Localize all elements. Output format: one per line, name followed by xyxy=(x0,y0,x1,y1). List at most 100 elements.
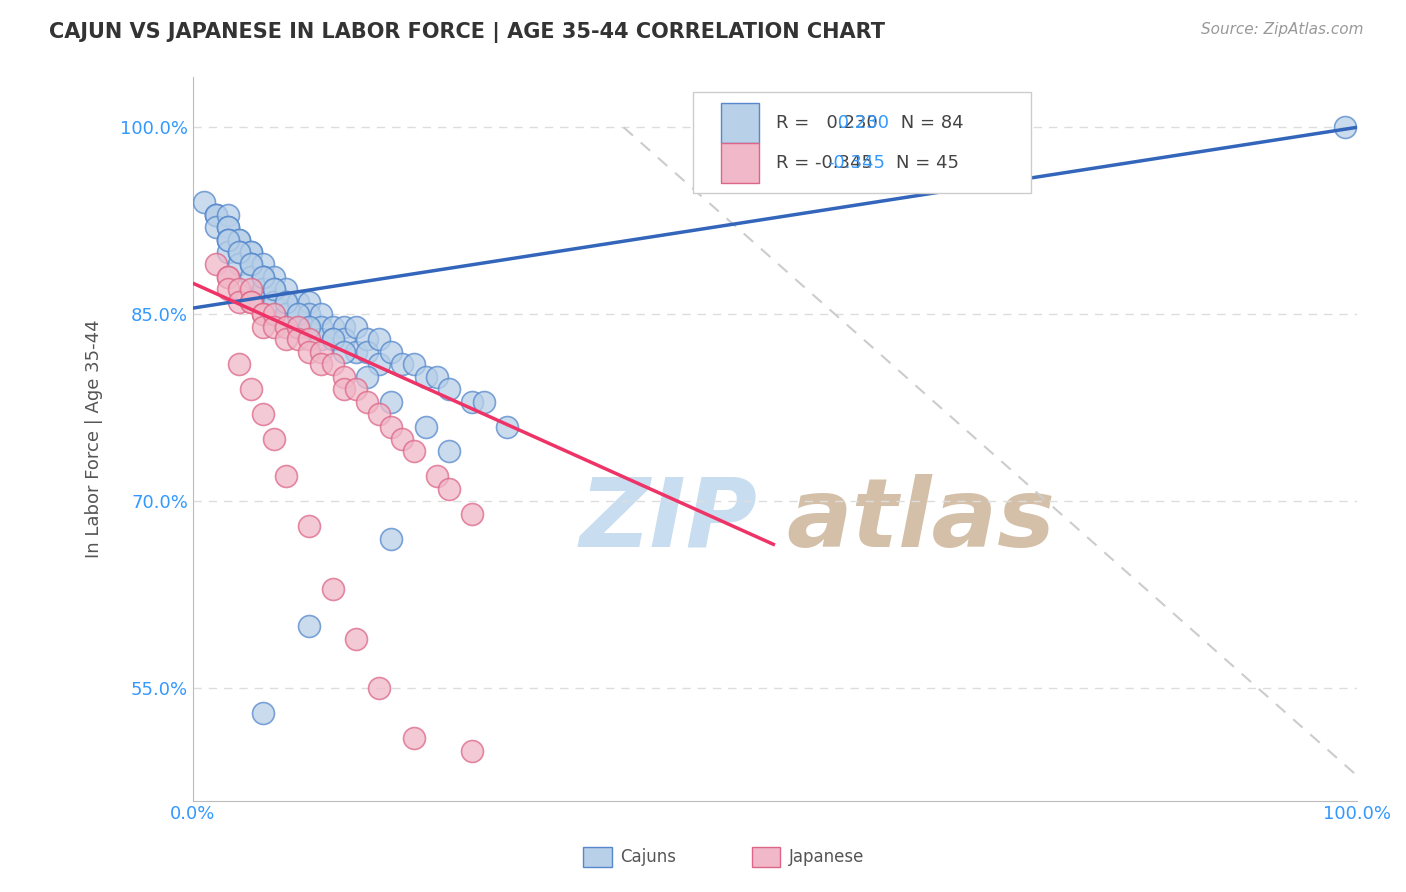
Point xyxy=(252,706,274,721)
Text: -0.345: -0.345 xyxy=(827,153,886,172)
Point xyxy=(240,382,263,396)
Text: R =   0.230    N = 84: R = 0.230 N = 84 xyxy=(776,114,963,132)
Point xyxy=(368,332,391,346)
Point xyxy=(252,319,274,334)
Point xyxy=(298,332,321,346)
Point xyxy=(240,294,263,309)
Point xyxy=(252,269,274,284)
Point xyxy=(368,681,391,696)
Point xyxy=(344,319,367,334)
Point xyxy=(252,282,274,296)
Point xyxy=(298,307,321,321)
FancyBboxPatch shape xyxy=(721,103,759,143)
Point xyxy=(344,382,367,396)
Point xyxy=(274,307,297,321)
Point xyxy=(368,407,391,421)
Point xyxy=(333,382,356,396)
Point xyxy=(298,294,321,309)
Point xyxy=(309,357,332,371)
Point xyxy=(391,432,413,446)
Point xyxy=(205,208,228,222)
Point xyxy=(274,294,297,309)
Point xyxy=(472,394,495,409)
Point xyxy=(228,357,250,371)
Point xyxy=(252,269,274,284)
Point xyxy=(356,394,378,409)
Point xyxy=(263,282,285,296)
Point xyxy=(287,307,309,321)
Point xyxy=(217,269,239,284)
Point xyxy=(309,332,332,346)
Point xyxy=(380,394,402,409)
Text: Japanese: Japanese xyxy=(789,848,865,866)
Point xyxy=(263,294,285,309)
Point xyxy=(274,319,297,334)
Point xyxy=(344,632,367,646)
Point xyxy=(217,208,239,222)
Point xyxy=(263,269,285,284)
Point xyxy=(287,319,309,334)
Point xyxy=(263,294,285,309)
Point xyxy=(298,619,321,633)
Point xyxy=(240,257,263,271)
Point xyxy=(298,319,321,334)
Point xyxy=(368,357,391,371)
Point xyxy=(252,307,274,321)
Point xyxy=(333,319,356,334)
Point xyxy=(298,519,321,533)
Text: R = -0.345    N = 45: R = -0.345 N = 45 xyxy=(776,153,959,172)
Point xyxy=(217,282,239,296)
Point xyxy=(263,432,285,446)
Point xyxy=(205,257,228,271)
Point xyxy=(1334,120,1357,135)
Point xyxy=(496,419,519,434)
Point xyxy=(437,444,460,458)
Point xyxy=(228,233,250,247)
Point xyxy=(322,332,344,346)
Point xyxy=(322,332,344,346)
Y-axis label: In Labor Force | Age 35-44: In Labor Force | Age 35-44 xyxy=(86,319,103,558)
Point xyxy=(217,233,239,247)
Point xyxy=(252,269,274,284)
Text: CAJUN VS JAPANESE IN LABOR FORCE | AGE 35-44 CORRELATION CHART: CAJUN VS JAPANESE IN LABOR FORCE | AGE 3… xyxy=(49,22,886,44)
Point xyxy=(205,208,228,222)
Point xyxy=(344,344,367,359)
Point xyxy=(228,257,250,271)
Point xyxy=(228,245,250,260)
Point xyxy=(263,282,285,296)
Point xyxy=(309,344,332,359)
Point xyxy=(274,332,297,346)
Point xyxy=(240,245,263,260)
Point xyxy=(402,444,425,458)
FancyBboxPatch shape xyxy=(693,92,1031,194)
Point xyxy=(333,332,356,346)
Point xyxy=(356,332,378,346)
Point xyxy=(287,307,309,321)
Point xyxy=(287,319,309,334)
Text: atlas: atlas xyxy=(786,474,1056,566)
Point xyxy=(228,294,250,309)
Point xyxy=(437,382,460,396)
Point xyxy=(287,294,309,309)
Point xyxy=(252,307,274,321)
Text: ZIP: ZIP xyxy=(579,474,758,566)
Point xyxy=(274,307,297,321)
Point xyxy=(240,257,263,271)
Point xyxy=(461,394,484,409)
Point xyxy=(240,245,263,260)
Point xyxy=(380,419,402,434)
Point xyxy=(217,220,239,235)
Point xyxy=(217,233,239,247)
Point xyxy=(274,294,297,309)
Point xyxy=(380,532,402,546)
Text: Source: ZipAtlas.com: Source: ZipAtlas.com xyxy=(1201,22,1364,37)
Point xyxy=(252,269,274,284)
Point xyxy=(263,319,285,334)
Point xyxy=(228,245,250,260)
Point xyxy=(217,269,239,284)
Point xyxy=(252,407,274,421)
Point xyxy=(252,282,274,296)
Point xyxy=(263,282,285,296)
Point xyxy=(217,233,239,247)
Point xyxy=(391,357,413,371)
